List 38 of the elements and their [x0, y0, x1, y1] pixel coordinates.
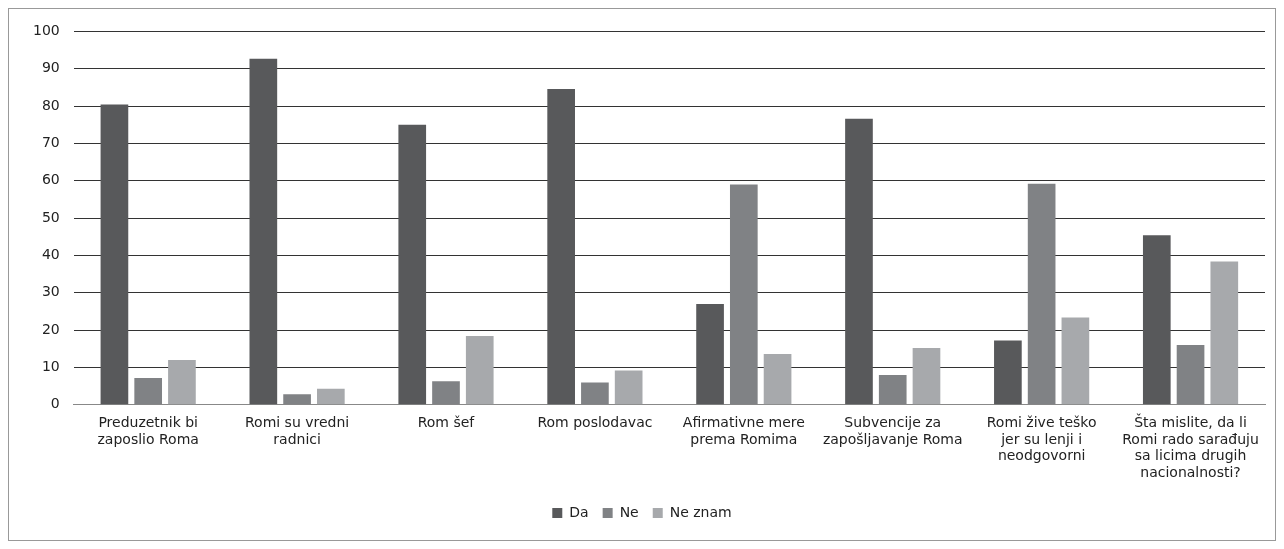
bar	[547, 88, 575, 405]
x-tick-label: Romi žive teško jer su lenji i neodgovorni	[986, 413, 1097, 464]
y-tick-label: 30	[41, 283, 60, 300]
y-tick-label: 100	[32, 22, 60, 39]
bar	[912, 348, 941, 405]
x-tick-label: Rom šef	[417, 413, 476, 430]
bar	[465, 336, 494, 405]
bar	[1061, 317, 1090, 405]
y-tick-label: 60	[41, 171, 60, 188]
y-tick-label: 70	[41, 134, 60, 151]
bar	[1210, 261, 1239, 405]
y-tick-label: 20	[41, 320, 60, 337]
bar	[100, 104, 129, 405]
bar	[1142, 235, 1171, 405]
bar	[317, 388, 345, 405]
y-tick-label: 40	[41, 246, 60, 263]
y-tick-label: 50	[41, 208, 60, 225]
y-tick-label: 90	[41, 59, 60, 76]
bar	[249, 58, 278, 405]
bar	[696, 303, 724, 405]
bar	[614, 370, 643, 405]
x-tick-label: Afirmativne mere prema Romima	[682, 413, 805, 447]
legend-label: Ne znam	[669, 503, 732, 520]
bar	[763, 354, 792, 405]
bar	[398, 124, 427, 405]
bar	[994, 340, 1022, 405]
x-tick-label: Romi su vredni radnici	[244, 413, 350, 447]
x-tick-label: Preduzetnik bi zaposlio Roma	[97, 413, 199, 447]
x-tick-label: Rom poslodavac	[537, 413, 653, 430]
bar	[845, 118, 873, 405]
y-tick-label: 10	[41, 358, 60, 375]
legend-label: Ne	[619, 503, 639, 520]
bar	[168, 359, 196, 405]
x-tick-label: Šta mislite, da li Romi rado sarađuju sa licima drugih nacionalnosti?	[1122, 412, 1259, 481]
legend-label: Da	[569, 503, 589, 520]
y-tick-label: 80	[41, 96, 60, 113]
x-tick-label: Subvencije za zapošljavanje Roma	[822, 413, 963, 447]
y-tick-label: 0	[50, 395, 60, 412]
